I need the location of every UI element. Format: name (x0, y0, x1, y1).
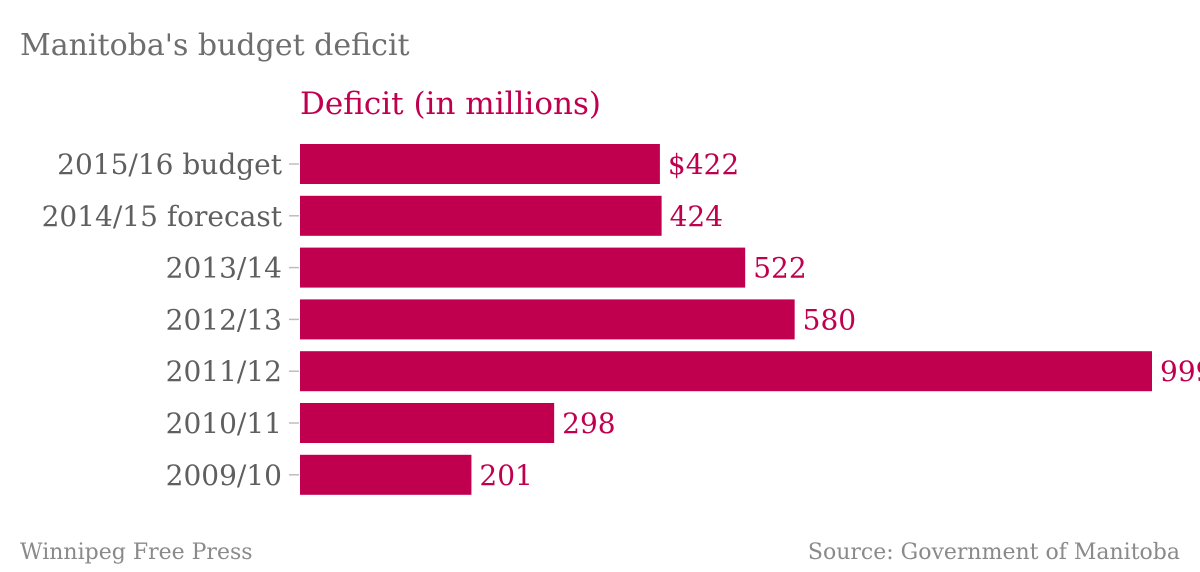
bar (300, 403, 555, 443)
category-ticks (289, 163, 299, 476)
category-label: 2014/15 forecast (42, 200, 283, 233)
value-label: 522 (753, 252, 806, 285)
value-label: 201 (479, 459, 532, 492)
category-label: 2009/10 (166, 459, 282, 492)
category-label: 2012/13 (166, 303, 282, 336)
bars (300, 144, 1152, 495)
category-labels: 2015/16 budget 2014/15 forecast 2013/14 201… (42, 148, 283, 492)
value-label: 580 (803, 303, 856, 336)
bar (300, 454, 472, 495)
series-title: Deficit (in millions) (300, 86, 601, 122)
bar (300, 144, 660, 184)
value-label: 999 (1160, 355, 1200, 388)
bar (300, 299, 795, 340)
bar (300, 195, 662, 236)
bar (300, 351, 1152, 392)
category-label: 2010/11 (166, 407, 282, 440)
category-label: 2013/14 (166, 252, 282, 285)
source-credit: Source: Government of Manitoba (807, 540, 1180, 565)
publisher-credit: Winnipeg Free Press (20, 540, 253, 565)
category-label: 2011/12 (166, 355, 282, 388)
chart-title: Manitoba's budget deficit (20, 28, 410, 63)
bar (300, 247, 746, 288)
value-label: 298 (562, 407, 615, 440)
value-labels: $422 424 522 580 999 298 201 (479, 148, 1200, 492)
category-label: 2015/16 budget (57, 148, 283, 181)
value-label: $422 (668, 148, 739, 181)
value-label: 424 (670, 200, 723, 233)
